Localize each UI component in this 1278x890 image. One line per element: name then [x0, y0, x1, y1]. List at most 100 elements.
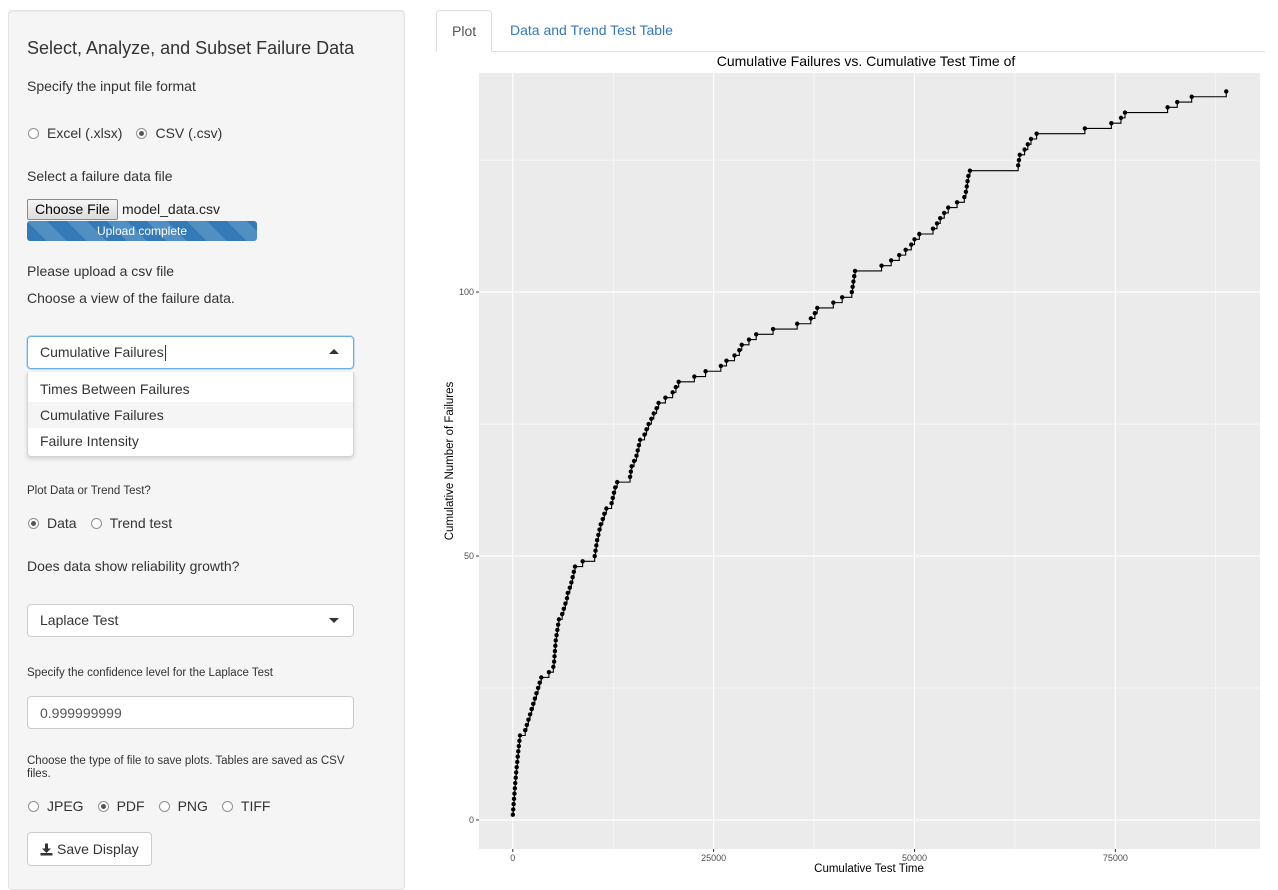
data-point — [553, 643, 558, 648]
data-point — [754, 332, 759, 337]
save-display-button[interactable]: Save Display — [27, 832, 152, 866]
plot-panel-background — [479, 73, 1260, 849]
data-point — [539, 675, 544, 680]
data-point — [879, 263, 884, 268]
radio-excel[interactable] — [28, 127, 39, 139]
data-point — [946, 205, 951, 210]
radio-option-png[interactable]: PNG — [158, 798, 208, 814]
y-tick-label: 0 — [469, 815, 474, 825]
dropdown-option-failure-intensity[interactable]: Failure Intensity — [40, 433, 139, 449]
radio-option-jpeg[interactable]: JPEG — [28, 798, 84, 814]
radio-tiff[interactable] — [221, 800, 233, 812]
data-point — [692, 374, 697, 379]
radio-csv[interactable] — [136, 127, 148, 139]
main-tabs: Plot Data and Trend Test Table — [436, 10, 1265, 52]
data-point — [567, 585, 572, 590]
data-point — [967, 168, 973, 173]
data-point — [718, 363, 724, 369]
data-point — [1118, 115, 1124, 121]
data-point — [938, 215, 943, 221]
cumulative-failures-plot: Cumulative Failures vs. Cumulative Test … — [444, 53, 1260, 873]
radio-excel-label: Excel (.xlsx) — [47, 125, 123, 141]
trend-test-select[interactable]: Laplace Test — [27, 604, 354, 637]
file-format-label: Specify the input file format — [27, 78, 196, 94]
data-point — [510, 812, 516, 817]
data-point — [563, 601, 568, 606]
file-format-radio-group: Excel (.xlsx) CSV (.csv) — [28, 125, 236, 141]
data-point — [555, 622, 561, 627]
data-point — [965, 179, 970, 184]
data-point — [511, 796, 517, 802]
dropdown-option-cumulative-failures[interactable]: Cumulative Failures — [28, 402, 353, 428]
data-point — [954, 200, 960, 205]
data-point — [852, 274, 857, 279]
choose-file-button[interactable]: Choose File — [27, 199, 118, 220]
data-point — [670, 390, 675, 395]
data-point — [513, 780, 518, 786]
data-point — [888, 258, 894, 263]
save-display-label: Save Display — [57, 841, 139, 857]
file-select-label: Select a failure data file — [27, 168, 173, 184]
data-point — [1082, 126, 1088, 131]
data-point — [524, 722, 530, 728]
download-icon — [40, 843, 53, 855]
data-point — [851, 279, 856, 284]
tab-plot[interactable]: Plot — [436, 10, 493, 52]
data-point — [516, 749, 521, 754]
data-point — [703, 369, 708, 374]
radio-pdf[interactable] — [97, 800, 109, 812]
data-point — [615, 479, 620, 485]
radio-jpeg[interactable] — [28, 800, 39, 812]
data-point — [564, 596, 570, 601]
dropdown-option-times-between-failures[interactable]: Times Between Failures — [40, 381, 190, 397]
view-select[interactable]: Cumulative Failures — [27, 336, 354, 369]
data-point — [849, 289, 855, 295]
confidence-level-input[interactable] — [27, 696, 354, 729]
data-point — [852, 268, 858, 274]
data-point — [517, 733, 523, 738]
radio-jpeg-label: JPEG — [47, 798, 84, 814]
data-point — [512, 786, 518, 791]
data-point — [597, 527, 602, 532]
data-point — [512, 791, 517, 796]
data-point — [515, 759, 520, 765]
data-point — [649, 416, 654, 421]
data-point — [1017, 152, 1022, 158]
data-point — [897, 252, 902, 258]
data-point — [594, 537, 600, 543]
radio-trend-test[interactable] — [90, 517, 102, 529]
data-point — [673, 384, 679, 390]
reliability-growth-label: Does data show reliability growth? — [27, 558, 240, 574]
radio-option-data[interactable]: Data — [28, 515, 77, 531]
radio-option-excel[interactable]: Excel (.xlsx) — [28, 125, 122, 141]
data-point — [942, 210, 947, 216]
radio-data[interactable] — [28, 517, 39, 529]
data-point — [770, 326, 776, 332]
data-point — [909, 242, 914, 247]
data-point — [663, 395, 668, 400]
data-point — [1122, 110, 1128, 115]
radio-option-csv[interactable]: CSV (.csv) — [136, 125, 222, 141]
data-point — [963, 189, 969, 194]
data-point — [637, 437, 643, 443]
upload-status-text: Upload complete — [96, 224, 188, 238]
data-point — [570, 574, 575, 580]
radio-option-tiff[interactable]: TIFF — [221, 798, 270, 814]
data-point — [551, 659, 557, 664]
data-point — [1175, 99, 1180, 105]
data-point — [962, 194, 967, 200]
x-tick-label: 0 — [510, 853, 515, 863]
radio-png[interactable] — [158, 800, 170, 812]
data-point — [1028, 136, 1034, 142]
data-point — [1165, 105, 1170, 110]
radio-option-trend-test[interactable]: Trend test — [90, 515, 172, 531]
data-point — [1025, 142, 1030, 147]
view-select-value: Cumulative Failures — [40, 344, 164, 360]
view-label: Choose a view of the failure data. — [27, 290, 235, 306]
data-point — [552, 654, 557, 659]
data-point — [651, 411, 656, 416]
data-point — [808, 316, 814, 321]
tab-data-and-trend-test-table[interactable]: Data and Trend Test Table — [510, 22, 673, 38]
radio-option-pdf[interactable]: PDF — [97, 798, 145, 814]
caret-up-icon — [329, 349, 339, 354]
